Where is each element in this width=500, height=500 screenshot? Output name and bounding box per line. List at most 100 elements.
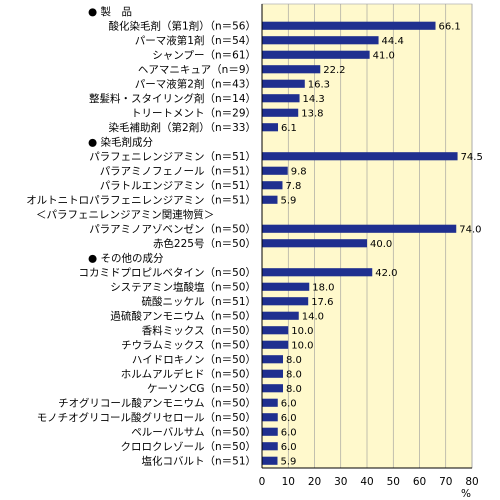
category-label: オルトニトロパラフェニレンジアミン（n＝51） xyxy=(26,195,256,207)
category-label: 赤色225号（n＝50） xyxy=(153,237,256,250)
section-header: ● 染毛剤成分 xyxy=(88,136,153,149)
bar xyxy=(262,50,370,59)
category-label: シャンプー（n＝61） xyxy=(152,50,256,62)
x-tick-label: 80 xyxy=(465,476,478,488)
value-label: 16.3 xyxy=(308,79,330,90)
bar xyxy=(262,65,321,74)
value-label: 10.0 xyxy=(291,326,313,337)
value-label: 5.9 xyxy=(280,456,296,467)
category-label: チウラムミックス（n＝50） xyxy=(121,340,256,352)
category-label: クロロクレゾール（n＝50） xyxy=(120,441,256,453)
value-label: 8.0 xyxy=(286,355,302,366)
x-tick-label: 0 xyxy=(259,476,266,488)
category-label: モノチオグリコール酸グリセロール（n＝50） xyxy=(37,411,256,424)
value-label: 10.0 xyxy=(291,340,313,351)
category-label: 酸化染毛剤（第1剤）（n＝56） xyxy=(109,20,256,33)
category-label: ケーソンCG（n＝50） xyxy=(147,383,256,395)
category-label: システアミン塩酸塩（n＝50） xyxy=(110,281,256,294)
value-label: 41.0 xyxy=(373,50,395,61)
bar xyxy=(262,355,283,364)
bar xyxy=(262,413,278,422)
bar xyxy=(262,326,289,335)
bars xyxy=(262,21,458,465)
category-label: ホルムアルデヒド（n＝50） xyxy=(121,368,256,381)
value-label: 40.0 xyxy=(370,239,392,250)
category-label: ペルーバルサム（n＝50） xyxy=(131,427,256,439)
x-tick-label: 50 xyxy=(387,476,400,488)
x-tick-label: 30 xyxy=(334,476,347,488)
bar xyxy=(262,123,279,132)
category-label: トリートメント（n＝29） xyxy=(131,108,256,120)
bar xyxy=(262,21,436,30)
value-label: 42.0 xyxy=(375,268,397,279)
x-axis-ticks: 0 10 20 30 40 50 60 70 80 xyxy=(259,476,479,488)
value-label: 8.0 xyxy=(286,384,302,395)
value-label: 6.0 xyxy=(281,413,297,424)
category-label: チオグリコール酸アンモニウム（n＝50） xyxy=(58,397,256,410)
bar xyxy=(262,427,278,436)
value-label: 5.9 xyxy=(280,195,296,206)
bar xyxy=(262,268,373,277)
bar xyxy=(262,94,300,103)
category-label: ヘアマニキュア（n＝9） xyxy=(138,64,256,76)
bar xyxy=(262,384,283,393)
bar xyxy=(262,456,278,465)
x-tick-label: 20 xyxy=(308,476,321,488)
category-label: 硫酸ニッケル（n＝51） xyxy=(141,295,256,308)
value-label: 8.0 xyxy=(286,369,302,380)
bar xyxy=(262,79,305,88)
category-label: ハイドロキノン（n＝50） xyxy=(132,354,256,366)
category-label: パラアミノアゾベンゼン（n＝50） xyxy=(89,224,256,236)
section-header: ＜パラフェニレンジアミン関連物質＞ xyxy=(36,208,214,221)
category-label: パラトルエンジアミン（n＝51） xyxy=(100,180,256,192)
value-label: 6.0 xyxy=(281,398,297,409)
category-label: パーマ液第1剤（n＝54） xyxy=(135,34,256,47)
category-label: 染毛補助剤（第2剤）（n＝33） xyxy=(109,121,256,134)
x-axis-unit: % xyxy=(461,488,471,500)
category-label: 過硫酸アンモニウム（n＝50） xyxy=(110,310,256,323)
value-label: 7.8 xyxy=(285,181,301,192)
value-label: 6.0 xyxy=(281,427,297,438)
bar xyxy=(262,224,457,233)
value-label: 9.8 xyxy=(291,166,307,177)
value-label: 14.3 xyxy=(303,94,325,105)
bar xyxy=(262,442,278,451)
section-header: ● 製 品 xyxy=(88,5,132,18)
category-label: 整髪料・スタイリング剤（n＝14） xyxy=(89,92,256,105)
bar xyxy=(262,282,310,291)
value-label: 14.0 xyxy=(302,311,324,322)
value-label: 22.2 xyxy=(323,65,345,76)
category-label: パラアミノフェノール（n＝51） xyxy=(100,166,256,178)
bar xyxy=(262,181,283,190)
bar xyxy=(262,195,278,204)
bar xyxy=(262,297,309,306)
bar xyxy=(262,311,299,320)
bar xyxy=(262,369,283,378)
value-label: 74.5 xyxy=(461,152,483,163)
value-label: 6.1 xyxy=(281,123,297,134)
bar xyxy=(262,239,367,248)
bar xyxy=(262,152,458,161)
category-label: コカミドプロピルベタイン（n＝50） xyxy=(78,267,256,279)
value-label: 66.1 xyxy=(439,21,461,32)
value-label: 18.0 xyxy=(312,282,334,293)
bar xyxy=(262,36,379,45)
section-header: ● その他の成分 xyxy=(88,252,164,265)
x-tick-label: 40 xyxy=(360,476,373,488)
bar xyxy=(262,340,289,349)
category-label: パラフェニレンジアミン（n＝51） xyxy=(89,151,256,163)
bar xyxy=(262,108,299,117)
category-label: パーマ液第2剤（n＝43） xyxy=(135,78,256,91)
x-tick-label: 60 xyxy=(413,476,426,488)
value-label: 44.4 xyxy=(382,36,404,47)
bar xyxy=(262,166,288,175)
value-label: 74.0 xyxy=(459,224,481,235)
value-label: 6.0 xyxy=(281,442,297,453)
value-label: 13.8 xyxy=(301,108,323,119)
category-label: 香料ミックス（n＝50） xyxy=(142,324,256,337)
bar xyxy=(262,398,278,407)
value-label: 17.6 xyxy=(311,297,333,308)
x-tick-label: 70 xyxy=(439,476,452,488)
